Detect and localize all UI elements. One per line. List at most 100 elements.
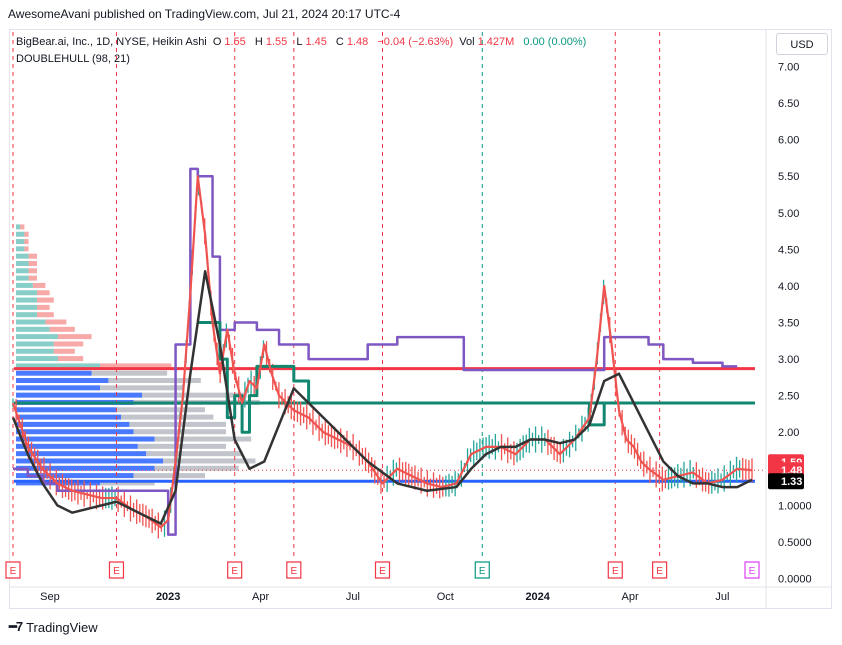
price-label-bg — [768, 473, 804, 490]
earnings-marker-icon[interactable]: E — [652, 561, 668, 579]
svg-text:E: E — [656, 566, 663, 577]
legend-low-value: 1.45 — [305, 36, 327, 48]
x-tick-label: Jul — [715, 591, 729, 603]
y-tick-label: 6.00 — [778, 135, 799, 147]
y-tick-label: 3.50 — [778, 318, 799, 330]
svg-text:E: E — [379, 566, 386, 577]
volume-profile-bar — [16, 392, 142, 398]
y-tick-label: 4.50 — [778, 244, 799, 256]
volume-profile-bar — [16, 239, 25, 245]
legend-high-label: H — [254, 36, 263, 48]
svg-text:E: E — [113, 566, 120, 577]
legend-high-value: 1.55 — [265, 36, 288, 48]
legend-volume-value: 1.427M — [477, 36, 515, 48]
volume-profile-bar — [16, 312, 37, 318]
volume-profile-bar — [16, 341, 54, 347]
volume-profile-bar — [16, 458, 163, 464]
volume-profile-bar — [20, 224, 25, 230]
volume-profile-bar — [53, 341, 84, 347]
y-tick-label: 5.00 — [778, 208, 799, 220]
earnings-marker-icon[interactable]: E — [286, 561, 302, 579]
legend-change: −0.04 (−2.63%) — [377, 36, 454, 48]
volume-profile-bar — [45, 319, 67, 325]
volume-profile-bar — [37, 290, 50, 296]
footer: ━7 TradingView — [9, 619, 98, 635]
legend-low-label: L — [296, 36, 303, 48]
volume-profile-bar — [58, 334, 92, 340]
legend-volume-change: 0.00 (0.00%) — [523, 36, 587, 48]
volume-profile-bar — [16, 260, 29, 266]
upcoming-earnings-marker-icon[interactable]: E — [744, 561, 760, 579]
volume-profile-bar — [49, 326, 75, 332]
svg-text:E: E — [479, 566, 486, 577]
earnings-marker-icon[interactable]: E — [227, 561, 243, 579]
volume-profile-bar — [16, 451, 147, 457]
volume-profile-bar — [133, 473, 205, 479]
volume-profile-bar — [142, 392, 247, 398]
volume-profile-bar — [16, 290, 37, 296]
x-tick-label: Apr — [252, 591, 269, 603]
volume-profile-bar — [16, 304, 37, 310]
volume-profile-bar — [154, 465, 239, 471]
legend-close-label: C — [335, 36, 344, 48]
y-tick-label: 6.50 — [778, 98, 799, 110]
volume-profile-bar — [16, 363, 100, 369]
svg-text:E: E — [749, 566, 756, 577]
y-tick-label: 5.50 — [778, 171, 799, 183]
y-tick-label: 0.0000 — [778, 574, 812, 586]
volume-profile-bar — [37, 312, 54, 318]
volume-profile-bar — [16, 224, 21, 230]
volume-profile-bar — [28, 260, 37, 266]
volume-profile-bar — [16, 378, 109, 384]
volume-profile-bar — [163, 458, 256, 464]
volume-profile-bar — [16, 246, 25, 252]
volume-profile-bar — [16, 421, 130, 427]
volume-profile-bar — [16, 319, 46, 325]
volume-profile-bar — [146, 451, 243, 457]
volume-profile-bar — [154, 436, 252, 442]
earnings-marker-icon[interactable]: E — [108, 561, 125, 579]
volume-profile-bar — [58, 356, 84, 362]
currency-button[interactable]: USD — [776, 33, 828, 55]
volume-profile-bar — [37, 297, 54, 303]
y-tick-label: 2.00 — [778, 427, 799, 439]
tradingview-logo-icon: ━7 — [9, 619, 23, 634]
volume-profile-bar — [24, 231, 29, 237]
y-tick-label: 4.00 — [778, 281, 799, 293]
y-tick-label: 2.50 — [778, 391, 799, 403]
earnings-marker-icon[interactable]: E — [374, 561, 391, 579]
earnings-marker-icon[interactable]: E — [5, 561, 21, 579]
volume-profile-bar — [16, 326, 50, 332]
volume-profile-bar — [16, 465, 155, 471]
volume-profile-bar — [16, 231, 25, 237]
purple-channel-line — [13, 167, 738, 536]
svg-text:E: E — [10, 566, 17, 577]
volume-profile-bar — [16, 443, 138, 449]
volume-profile-bar — [121, 414, 214, 420]
volume-profile-bar — [24, 239, 29, 245]
legend-close-value: 1.48 — [346, 36, 369, 48]
price-label: 1.33 — [781, 476, 802, 488]
y-tick-label: 7.00 — [778, 62, 799, 74]
volume-profile-bar — [16, 385, 100, 391]
x-tick-label: 2024 — [525, 591, 550, 603]
volume-profile-bar — [16, 370, 92, 376]
legend-symbol: BigBear.ai, Inc., 1D, NYSE, Heikin Ashi — [16, 36, 207, 48]
volume-profile-bar — [129, 421, 226, 427]
volume-profile-bar — [24, 246, 29, 252]
earnings-marker-icon[interactable]: E — [607, 561, 623, 579]
volume-profile-bar — [108, 378, 201, 384]
x-tick-label: Apr — [622, 591, 639, 603]
dividend-marker-icon[interactable]: E — [474, 561, 490, 579]
volume-profile-bar — [116, 407, 205, 413]
volume-profile-bar — [37, 304, 50, 310]
x-tick-label: 2023 — [156, 591, 180, 603]
indicator-legend: DOUBLEHULL (98, 21) — [16, 53, 130, 65]
volume-profile-bar — [91, 370, 168, 376]
volume-profile-bar — [16, 334, 58, 340]
volume-profile-bar — [28, 268, 37, 274]
x-tick-label: Oct — [437, 591, 454, 603]
legend-open-label: O — [212, 36, 222, 48]
volume-profile-bar — [32, 282, 46, 288]
